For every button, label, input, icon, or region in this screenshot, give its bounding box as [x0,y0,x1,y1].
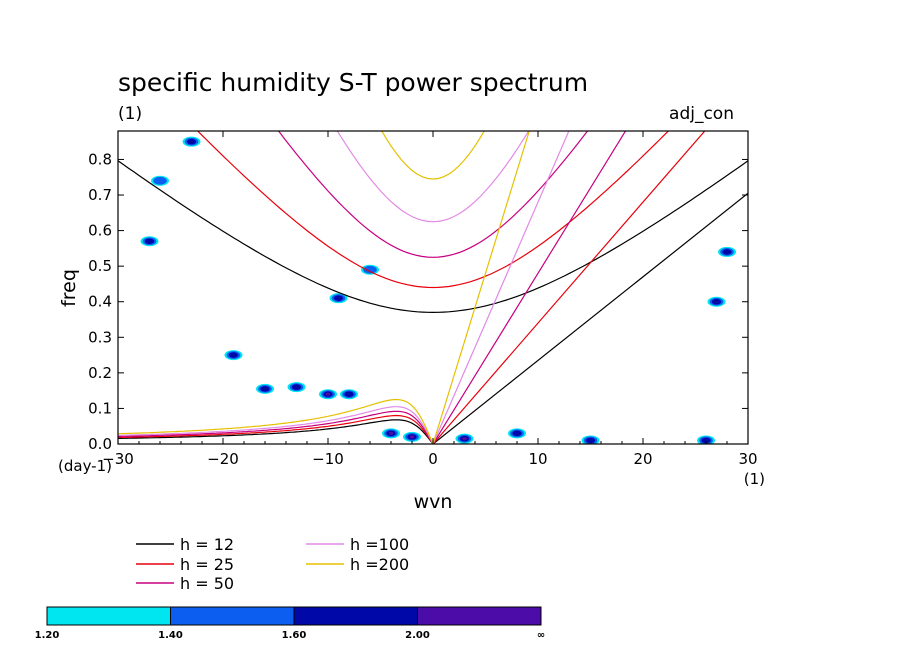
y-tick-label: 0.0 [88,435,112,453]
y-tick-label: 0.7 [88,186,112,204]
x-tick-label: −10 [312,450,344,468]
y-unit-label: (day-1) [58,457,112,475]
rossby-curve [118,419,434,444]
power-region [711,298,722,305]
kelvin-curve [432,192,748,444]
x-tick-label: 20 [633,450,652,468]
chart-subtitle-right: adj_con [669,104,734,124]
colorbar-swatch [293,606,418,626]
y-tick-label: 0.3 [88,328,112,346]
kelvin-curve [432,131,570,444]
power-region [388,431,394,436]
inertio-gravity-curve [336,131,530,223]
y-tick-label: 0.5 [88,257,112,275]
x-tick-label: 30 [738,450,757,468]
rossby-curve [118,410,434,444]
power-region [585,437,596,444]
colorbar-label: 2.00 [405,630,430,641]
inertio-gravity-curve [118,160,748,314]
kelvin-curve [432,131,706,444]
x-tick-label: 10 [528,450,547,468]
legend-label: h = 25 [180,555,234,574]
x-tick-label: 0 [428,450,438,468]
colorbar-swatch [417,606,542,626]
power-region [344,391,354,398]
legend-label: h = 12 [180,535,234,554]
chart-title: specific humidity S-T power spectrum [118,68,588,97]
y-axis-label: freq [58,269,80,307]
power-region [325,392,331,396]
legend-label: h = 50 [180,574,234,593]
kelvin-curve [432,131,530,444]
colorbar-label: 1.40 [158,630,183,641]
x-tick-label: −20 [207,450,239,468]
power-region [363,265,377,274]
x-unit-label: (1) [744,470,765,488]
power-region [462,436,467,441]
inertio-gravity-curve [196,131,670,289]
axis-ticks: −30 −20 −10 0 10 20 30 0.0 0.1 0.2 0.3 0.4 0.5 0.6 0.7… [88,131,758,468]
power-region [722,249,732,255]
power-region [144,238,155,245]
y-tick-label: 0.2 [88,364,112,382]
rossby-curve [118,398,434,444]
power-shading [140,136,736,444]
y-tick-label: 0.4 [88,293,112,311]
power-region [186,138,197,145]
dispersion-curves [118,131,748,444]
colorbar-label: ∞ [537,630,545,641]
legend-label: h =200 [350,555,409,574]
x-axis-label: wvn [414,491,453,513]
power-region [228,352,239,358]
colorbar-swatch [170,606,295,626]
x-tick-label: −30 [102,450,134,468]
power-region [291,384,302,390]
kelvin-curve [432,131,627,444]
colorbar: 1.20 1.40 1.60 2.00 ∞ [35,606,545,641]
colorbar-swatch [46,606,171,626]
power-region [512,430,522,437]
y-tick-label: 0.6 [88,222,112,240]
power-region [260,386,270,392]
chart-subtitle-left: (1) [118,104,142,124]
y-tick-label: 0.8 [88,150,112,168]
rossby-curve [118,406,434,444]
power-region [409,435,415,439]
rossby-curve [118,414,434,444]
legend-label: h =100 [350,535,409,554]
power-region [153,176,167,185]
inertio-gravity-curve [381,131,485,180]
inertio-gravity-curve [277,131,589,258]
colorbar-label: 1.20 [35,630,60,641]
y-tick-label: 0.1 [88,399,112,417]
power-region [333,295,344,301]
power-region [701,437,711,444]
colorbar-label: 1.60 [282,630,307,641]
